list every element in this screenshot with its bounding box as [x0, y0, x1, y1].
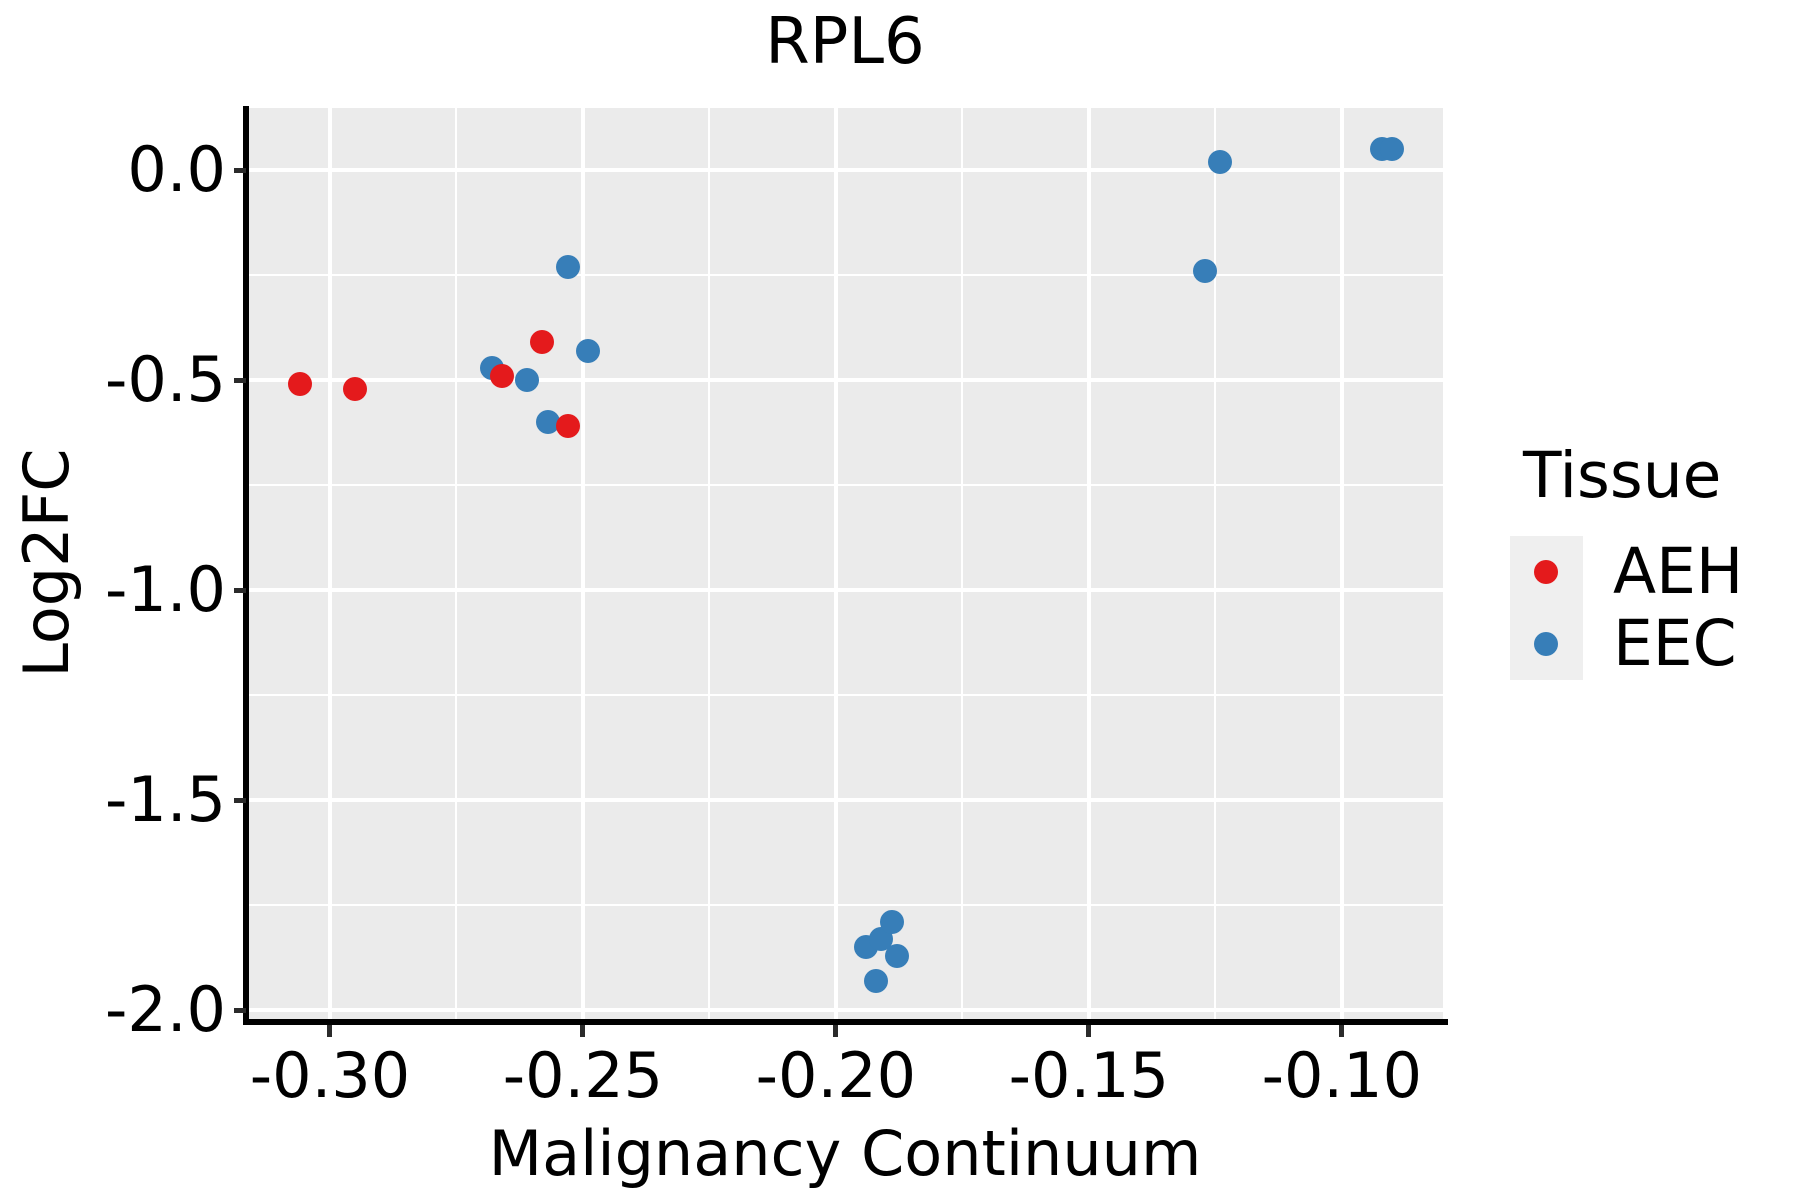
plot-panel	[247, 108, 1443, 1019]
legend: Tissue AEH EEC	[1510, 436, 1743, 680]
x-minor-gridline	[455, 108, 458, 1019]
y-tick-mark	[234, 167, 246, 173]
y-major-gridline	[247, 378, 1443, 383]
legend-items: AEH EEC	[1510, 536, 1743, 680]
y-major-gridline	[247, 168, 1443, 173]
data-point-eec	[1380, 137, 1405, 162]
y-axis-spine	[243, 106, 249, 1025]
data-point-aeh	[489, 363, 514, 388]
legend-item-eec: EEC	[1510, 608, 1743, 680]
y-tick-label: -2.0	[105, 973, 226, 1047]
y-tick-mark	[234, 797, 246, 803]
data-point-aeh	[287, 372, 312, 397]
data-point-eec	[879, 909, 904, 934]
data-point-eec	[575, 338, 600, 363]
data-point-eec	[864, 968, 889, 993]
y-tick-label: -1.5	[105, 763, 226, 837]
y-major-gridline	[247, 798, 1443, 803]
y-minor-gridline	[247, 274, 1443, 277]
y-tick-mark	[234, 377, 246, 383]
data-point-aeh	[530, 330, 555, 355]
y-minor-gridline	[247, 904, 1443, 907]
legend-key-box	[1510, 608, 1583, 680]
x-tick-mark	[1339, 1025, 1345, 1037]
x-major-gridline	[1086, 108, 1091, 1019]
x-minor-gridline	[961, 108, 964, 1019]
data-point-eec	[884, 943, 909, 968]
x-tick-mark	[1086, 1025, 1092, 1037]
data-point-eec	[1208, 149, 1233, 174]
y-tick-label: -1.0	[105, 553, 226, 627]
y-tick-mark	[234, 587, 246, 593]
x-axis-spine	[243, 1019, 1448, 1025]
legend-item-label: EEC	[1613, 607, 1737, 680]
x-tick-label: -0.30	[249, 1039, 411, 1112]
legend-title: Tissue	[1523, 439, 1722, 512]
x-axis-label: Malignancy Continuum	[488, 1117, 1202, 1190]
legend-item-label: AEH	[1613, 535, 1744, 608]
y-tick-label: -0.5	[105, 343, 226, 417]
legend-key-box	[1510, 536, 1583, 608]
y-major-gridline	[247, 1008, 1443, 1013]
x-minor-gridline	[708, 108, 711, 1019]
y-tick-label: 0.0	[127, 133, 226, 207]
x-tick-label: -0.15	[1008, 1039, 1170, 1112]
x-tick-mark	[580, 1025, 586, 1037]
x-minor-gridline	[1214, 108, 1217, 1019]
y-minor-gridline	[247, 484, 1443, 487]
plot-title: RPL6	[765, 5, 925, 79]
legend-dot-aeh	[1534, 560, 1558, 584]
y-tick-mark	[234, 1007, 246, 1013]
x-tick-label: -0.25	[502, 1039, 664, 1112]
x-tick-label: -0.10	[1261, 1039, 1423, 1112]
legend-item-aeh: AEH	[1510, 536, 1743, 608]
x-major-gridline	[327, 108, 332, 1019]
x-major-gridline	[580, 108, 585, 1019]
x-tick-label: -0.20	[755, 1039, 917, 1112]
y-major-gridline	[247, 588, 1443, 593]
data-point-eec	[515, 368, 540, 393]
data-point-aeh	[555, 414, 580, 439]
x-tick-mark	[327, 1025, 333, 1037]
data-point-aeh	[343, 376, 368, 401]
x-tick-mark	[833, 1025, 839, 1037]
x-major-gridline	[1339, 108, 1344, 1019]
data-point-eec	[1193, 258, 1218, 283]
y-minor-gridline	[247, 694, 1443, 697]
legend-dot-eec	[1534, 632, 1558, 656]
data-point-eec	[535, 410, 560, 435]
x-major-gridline	[833, 108, 838, 1019]
data-point-eec	[555, 254, 580, 279]
